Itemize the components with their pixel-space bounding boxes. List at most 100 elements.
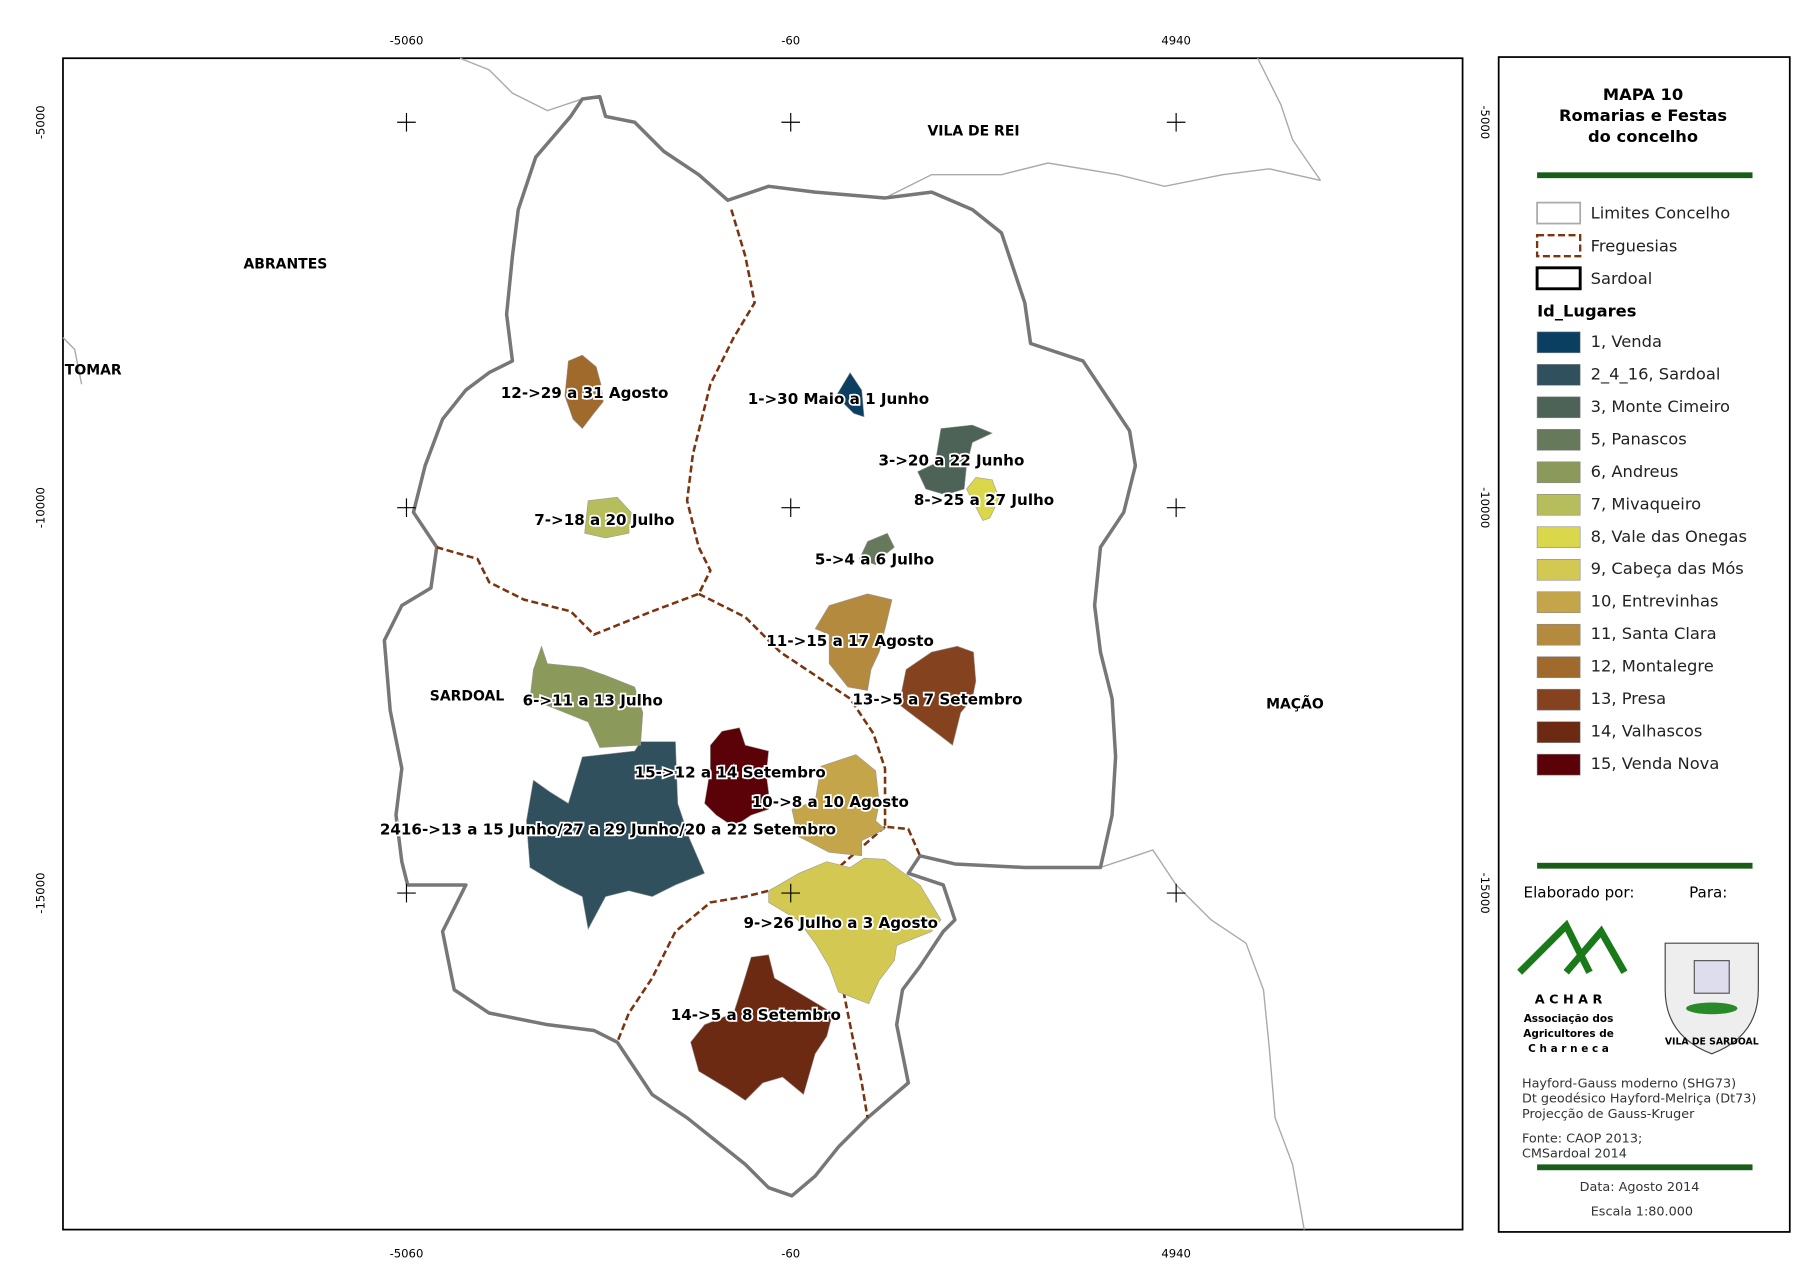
patch: [584, 496, 632, 539]
legend-swatch: [1536, 656, 1581, 678]
map-label: 13->5 a 7 Setembro: [852, 690, 1022, 708]
projection: Dt geodésico Hayford-Melriça (Dt73): [1522, 1092, 1756, 1107]
legend-swatch: [1535, 234, 1582, 258]
legend-label: 1, Venda: [1591, 332, 1662, 351]
grid-crosses: [397, 112, 1186, 903]
map-label: 15->12 a 14 Setembro: [635, 764, 826, 782]
achar-text: C h a r n e c a: [1528, 1043, 1609, 1055]
legend-header: Id_Lugares: [1537, 302, 1636, 321]
legend-title: do concelho: [1588, 127, 1698, 146]
patch: [529, 645, 644, 748]
legend-label: 10, Entrevinhas: [1591, 592, 1719, 611]
map-label: 7->18 a 20 Julho: [534, 511, 674, 529]
legend-swatch: [1536, 591, 1581, 613]
projection: Projecção de Gauss-Kruger: [1522, 1107, 1695, 1122]
patch: [814, 593, 893, 691]
patch: [768, 857, 942, 1005]
projection: Hayford-Gauss moderno (SHG73): [1522, 1077, 1736, 1092]
legend-swatch: [1535, 266, 1582, 291]
legend-label: 14, Valhascos: [1591, 722, 1703, 741]
legend-label: 5, Panascos: [1591, 429, 1687, 448]
legend-title: Romarias e Festas: [1559, 106, 1727, 125]
achar-logo: [1517, 919, 1628, 975]
patch: [917, 424, 993, 496]
map-label: 11->15 a 17 Agosto: [766, 632, 934, 650]
map-label: 10->8 a 10 Agosto: [752, 793, 909, 811]
legend-swatch: [1536, 721, 1581, 743]
legend-label: 15, Venda Nova: [1591, 754, 1720, 773]
legend-swatch: [1536, 526, 1581, 549]
places-layer: [526, 354, 1000, 1101]
date: Data: Agosto 2014: [1580, 1180, 1700, 1195]
patch: [835, 372, 865, 418]
coord-label: -10000: [1478, 487, 1492, 528]
coord-label: -5060: [390, 33, 424, 47]
patch: [690, 954, 833, 1101]
map-label: 3->20 a 22 Junho: [878, 452, 1024, 470]
legend-label: 11, Santa Clara: [1591, 624, 1717, 643]
legend-swatch: [1536, 753, 1581, 776]
patch: [704, 727, 769, 828]
map-label: 12->29 a 31 Agosto: [501, 384, 669, 402]
sardoal-crest: [1664, 942, 1759, 1055]
achar-text: A C H A R: [1535, 993, 1603, 1008]
coord-label: -15000: [33, 872, 47, 913]
coord-label: -5060: [390, 1247, 424, 1261]
source: CMSardoal 2014: [1522, 1146, 1627, 1161]
legend-swatch: [1536, 396, 1581, 419]
achar-text: Associação dos: [1524, 1013, 1614, 1025]
legend-label: 6, Andreus: [1591, 462, 1679, 481]
coord-label: -60: [781, 33, 800, 47]
legend-label: 2_4_16, Sardoal: [1591, 364, 1721, 384]
place-name: VILA DE REI: [927, 124, 1019, 140]
legend-swatch: [1536, 493, 1581, 516]
legend-label: 13, Presa: [1591, 689, 1666, 708]
legend-label: 12, Montalegre: [1591, 657, 1714, 676]
legend-swatch: [1536, 429, 1581, 451]
map-label: 8->25 a 27 Julho: [914, 491, 1054, 509]
legend-swatch: [1536, 558, 1581, 581]
coord-label: -5000: [1478, 105, 1492, 139]
coord-label: -60: [781, 1247, 800, 1261]
neighbor-boundaries: [62, 57, 1322, 1230]
patch: [564, 354, 604, 429]
legend-separators: [1537, 172, 1753, 1171]
legend-label: Limites Concelho: [1591, 204, 1731, 223]
legend-swatch: [1536, 201, 1582, 225]
legend-label: Freguesias: [1591, 236, 1678, 255]
coord-label: 4940: [1161, 1247, 1191, 1261]
coord-label: -10000: [33, 487, 47, 528]
map-label: 9->26 Julho a 3 Agosto: [743, 914, 938, 932]
map-label: 6->11 a 13 Julho: [523, 691, 663, 709]
legend-swatch: [1536, 623, 1581, 646]
map-label: 1->30 Maio a 1 Junho: [748, 390, 929, 408]
place-name: MAÇÃO: [1266, 695, 1324, 712]
credit: Para:: [1689, 884, 1727, 902]
patch: [791, 754, 886, 857]
place-name: SARDOAL: [430, 688, 505, 704]
place-name: ABRANTES: [243, 256, 327, 272]
patch: [966, 477, 1000, 521]
legend-title: MAPA 10: [1603, 85, 1683, 104]
patch: [526, 741, 705, 931]
source: Fonte: CAOP 2013;: [1522, 1131, 1642, 1146]
place-name: TOMAR: [65, 362, 122, 378]
legend-label: Sardoal: [1591, 269, 1653, 288]
achar-text: Agricultores de: [1523, 1028, 1614, 1040]
coord-label: -5000: [33, 105, 47, 139]
scale: Escala 1:80.000: [1591, 1205, 1693, 1220]
legend-swatch: [1536, 364, 1581, 386]
legend-label: 7, Mivaqueiro: [1591, 494, 1702, 513]
map-label: 2416->13 a 15 Junho/27 a 29 Junho/20 a 2…: [380, 821, 836, 839]
crest-text: VILA DE SARDOAL: [1665, 1037, 1759, 1048]
legend-label: 9, Cabeça das Mós: [1591, 559, 1744, 578]
map-label: 5->4 a 6 Julho: [815, 551, 934, 569]
coord-label: 4940: [1161, 33, 1191, 47]
legend-swatch: [1536, 688, 1581, 711]
legend-swatch: [1536, 331, 1581, 354]
legend-label: 3, Monte Cimeiro: [1591, 397, 1730, 416]
coord-label: -15000: [1478, 872, 1492, 913]
map-label: 14->5 a 8 Setembro: [671, 1006, 841, 1024]
credit: Elaborado por:: [1524, 884, 1635, 902]
